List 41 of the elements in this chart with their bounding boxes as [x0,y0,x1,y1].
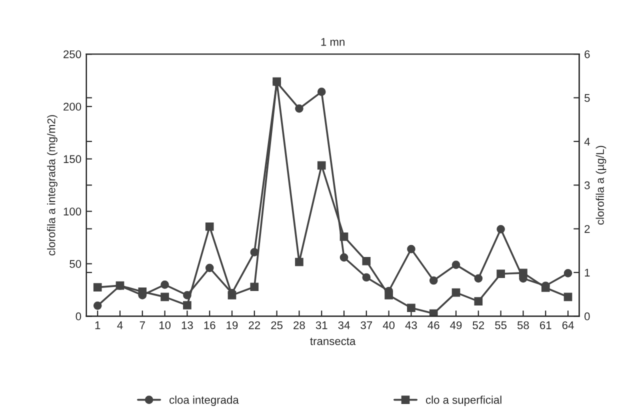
x-tick-label: 37 [360,321,372,330]
x-tick-label: 1 [95,321,100,330]
x-tick-label: 55 [495,321,507,330]
y-tick-label: 50 [70,260,82,268]
y2-tick-label: 0 [584,312,590,320]
x-axis-title: transecta [310,338,356,346]
x-tick-label: 46 [428,321,440,330]
y-tick-label: 0 [76,312,82,320]
x-tick-label: 25 [271,321,283,330]
x-tick-label: 7 [140,321,145,330]
x-tick-label: 16 [204,321,216,330]
y-tick-label: 250 [64,50,82,58]
x-tick-label: 31 [316,321,328,330]
y2-tick-label: 1 [584,268,590,277]
x-tick-label: 19 [226,321,238,330]
x-tick-label: 28 [294,321,305,330]
x-tick-label: 58 [517,321,529,330]
x-tick-label: 40 [382,321,395,330]
x-tick-label: 43 [405,321,417,330]
x-tick-label: 61 [540,321,552,330]
x-tick-label: 10 [159,321,171,330]
legend-label: clo a superficial [426,396,502,406]
x-tick-label: 13 [182,321,193,330]
x-tick-label: 49 [450,321,462,330]
y-axis-title: clorofila a integrada (mg/m2) [47,115,58,256]
y-tick-label: 100 [64,208,82,216]
y-tick-label: 150 [64,155,82,164]
x-tick-label: 22 [248,321,260,330]
x-tick-label: 52 [472,321,484,330]
legend-label: cloa integrada [170,396,239,406]
y2-tick-label: 4 [584,138,590,146]
y2-axis-title: clorofila a (µg/L) [596,146,606,225]
x-tick-label: 64 [562,321,574,330]
chart-title: 1 mn [321,38,344,46]
x-tick-label: 34 [338,321,350,330]
y2-tick-label: 6 [584,50,590,58]
y2-tick-label: 3 [584,181,590,190]
y2-tick-label: 5 [584,94,590,102]
y2-tick-label: 2 [584,225,590,233]
y-tick-label: 200 [64,102,82,111]
x-tick-label: 4 [117,321,123,330]
